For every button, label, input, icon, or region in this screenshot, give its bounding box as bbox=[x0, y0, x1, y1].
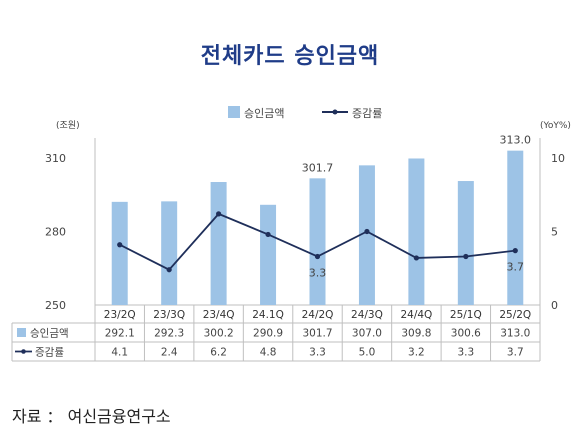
data-labels: 301.7 313.0 3.3 3.7 bbox=[302, 134, 531, 280]
left-axis-tick: 310 bbox=[45, 152, 66, 165]
source-note: 자료 ： 여신금융연구소 bbox=[12, 407, 171, 426]
legend-label-bar: 승인금액 bbox=[244, 107, 284, 120]
table-row-header-bar: 승인금액 bbox=[30, 328, 69, 340]
right-axis-unit: (YoY%) bbox=[540, 121, 571, 131]
line-point-23/3Q bbox=[166, 267, 172, 273]
x-category-label: 24/3Q bbox=[351, 309, 383, 321]
line-point-25/1Q bbox=[463, 253, 469, 260]
axes: (조원) (YoY%) 250 280 310 0 5 10 bbox=[45, 120, 571, 312]
x-category-label: 23/2Q bbox=[104, 309, 136, 321]
table-cell-bar: 307.0 bbox=[352, 328, 382, 340]
left-axis-tick: 280 bbox=[45, 226, 66, 239]
table-cell-line: 3.2 bbox=[408, 347, 425, 359]
table-cell-bar: 300.2 bbox=[204, 328, 234, 340]
table-cell-line: 3.3 bbox=[457, 347, 474, 359]
bar-25/1Q bbox=[457, 181, 474, 305]
table-cell-line: 4.8 bbox=[260, 347, 277, 359]
table-marker-line bbox=[21, 349, 26, 354]
table-cell-line: 3.3 bbox=[309, 347, 326, 359]
chart-title: 전체카드 승인금액 bbox=[200, 44, 380, 69]
table-cell-line: 2.4 bbox=[161, 347, 178, 359]
table-swatch-bar bbox=[17, 328, 26, 337]
right-axis-tick: 5 bbox=[551, 226, 558, 239]
bar-24/2Q bbox=[309, 178, 326, 305]
bars bbox=[111, 150, 524, 305]
x-category-label: 25/1Q bbox=[450, 309, 482, 321]
right-axis-tick: 10 bbox=[551, 152, 565, 165]
line-series bbox=[117, 211, 518, 273]
table-row-header-line: 증감률 bbox=[35, 347, 64, 359]
line-point-23/2Q bbox=[117, 242, 123, 248]
left-axis-unit: (조원) bbox=[56, 120, 80, 131]
table-cell-bar: 313.0 bbox=[500, 328, 530, 340]
x-category-label: 23/4Q bbox=[203, 309, 235, 321]
line-point-24/2Q bbox=[314, 253, 321, 260]
table-cell-bar: 292.3 bbox=[154, 328, 184, 340]
line-point-23/4Q bbox=[216, 211, 222, 217]
x-category-label: 25/2Q bbox=[499, 309, 531, 321]
table-cell-bar: 309.8 bbox=[401, 328, 431, 340]
legend-label-line: 증감률 bbox=[352, 107, 382, 120]
table-cell-line: 3.7 bbox=[507, 347, 524, 359]
legend-marker-line bbox=[332, 109, 338, 115]
bar-23/4Q bbox=[210, 182, 227, 305]
x-category-label: 24/4Q bbox=[400, 309, 432, 321]
data-label: 3.3 bbox=[309, 266, 327, 279]
x-category-label: 24.1Q bbox=[252, 309, 284, 321]
bar-24/4Q bbox=[408, 158, 425, 305]
table-cell-bar: 290.9 bbox=[253, 328, 283, 340]
bar-24.1Q bbox=[260, 204, 277, 305]
legend-swatch-bar bbox=[228, 106, 240, 118]
bar-24/3Q bbox=[358, 165, 375, 305]
left-axis-tick: 250 bbox=[45, 299, 66, 312]
x-category-label: 24/2Q bbox=[302, 309, 334, 321]
data-label: 301.7 bbox=[302, 161, 334, 174]
table-cell-line: 4.1 bbox=[111, 347, 128, 359]
data-table: 23/2Q 23/3Q 23/4Q 24.1Q 24/2Q 24/3Q 24/4Q 25/1Q… bbox=[11, 305, 541, 362]
bar-23/3Q bbox=[161, 201, 178, 305]
table-cell-line: 5.0 bbox=[359, 347, 376, 359]
line-point-24.1Q bbox=[265, 231, 271, 238]
x-category-label: 23/3Q bbox=[153, 309, 185, 321]
table-cell-bar: 300.6 bbox=[451, 328, 481, 340]
table-cell-bar: 301.7 bbox=[302, 328, 332, 340]
line-point-25/2Q bbox=[512, 248, 518, 254]
bar-25/2Q bbox=[507, 150, 524, 305]
table-cell-line: 6.2 bbox=[210, 347, 227, 359]
right-axis-tick: 0 bbox=[551, 299, 558, 312]
table-cell-bar: 292.1 bbox=[105, 328, 135, 340]
bar-23/2Q bbox=[111, 201, 128, 305]
line-point-24/4Q bbox=[413, 255, 419, 261]
data-label: 313.0 bbox=[500, 134, 532, 147]
line-point-24/3Q bbox=[364, 228, 370, 235]
data-label: 3.7 bbox=[507, 261, 525, 274]
legend: 승인금액 증감률 bbox=[228, 106, 382, 120]
